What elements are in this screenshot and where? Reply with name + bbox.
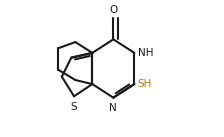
Text: NH: NH [138,48,153,58]
Text: O: O [109,5,117,15]
Text: SH: SH [138,79,152,89]
Text: N: N [110,103,117,113]
Text: S: S [71,102,77,112]
